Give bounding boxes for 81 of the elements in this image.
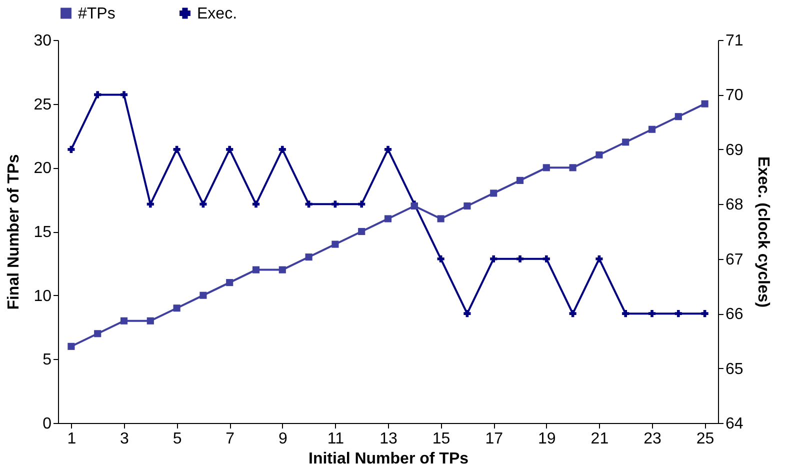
- y2-axis-title: Exec. (clock cycles): [754, 156, 772, 308]
- x-tick-label: 3: [120, 430, 130, 448]
- point: [701, 310, 708, 318]
- point: [622, 310, 630, 318]
- point: [94, 91, 102, 98]
- x-tick-label: 25: [696, 430, 714, 448]
- point: [596, 151, 603, 158]
- y-axis-title: Final Number of TPs: [6, 154, 23, 310]
- point: [200, 292, 207, 299]
- point: [596, 255, 603, 262]
- y2-tick-label: 71: [726, 32, 744, 50]
- y-tick-label: 15: [34, 224, 52, 241]
- point: [305, 253, 312, 261]
- legend-label: Exec.: [197, 5, 238, 22]
- y-tick-label: 5: [42, 352, 52, 369]
- point: [648, 126, 656, 133]
- y-tick-label: 25: [34, 96, 52, 114]
- point: [701, 100, 708, 108]
- x-tick-label: 9: [278, 430, 288, 448]
- point: [200, 200, 207, 208]
- point: [173, 146, 180, 153]
- point: [464, 310, 471, 318]
- point: [490, 190, 498, 197]
- point: [68, 342, 75, 350]
- point: [648, 310, 656, 318]
- point: [252, 266, 260, 274]
- point: [120, 317, 128, 324]
- point: [569, 310, 576, 318]
- y2-tick-label: 66: [726, 306, 744, 324]
- point: [674, 113, 682, 120]
- point: [516, 255, 524, 262]
- point: [226, 279, 234, 286]
- x-axis-title: Initial Number of TPs: [308, 450, 469, 468]
- y2-tick-label: 70: [726, 87, 744, 104]
- point: [674, 310, 682, 318]
- point: [384, 146, 392, 153]
- point: [622, 138, 630, 146]
- x-tick-label: 15: [432, 430, 450, 448]
- y-tick-label: 20: [34, 160, 52, 178]
- point: [542, 164, 550, 172]
- point: [146, 200, 154, 208]
- point: [437, 215, 444, 222]
- point: [146, 317, 154, 324]
- point: [332, 200, 339, 208]
- point: [332, 240, 339, 248]
- point: [569, 164, 576, 172]
- y2-tick-label: 68: [726, 196, 744, 214]
- x-tick-label: 21: [590, 430, 609, 448]
- point: [305, 200, 312, 208]
- y-tick-label: 0: [42, 416, 52, 432]
- point: [94, 330, 102, 338]
- point: [464, 202, 471, 210]
- x-tick-label: 23: [644, 430, 662, 448]
- point: [358, 228, 366, 236]
- x-tick-label: 7: [226, 430, 235, 448]
- y2-tick-label: 67: [726, 251, 744, 268]
- x-tick-label: 1: [67, 430, 76, 448]
- point: [516, 176, 524, 184]
- point: [278, 266, 286, 274]
- point: [120, 91, 128, 98]
- x-tick-label: 5: [172, 430, 182, 448]
- x-tick-label: 11: [327, 430, 344, 448]
- point: [384, 215, 392, 222]
- y2-tick-label: 65: [726, 360, 744, 378]
- point: [358, 200, 366, 208]
- x-tick-label: 17: [485, 430, 504, 448]
- point: [437, 255, 444, 262]
- y2-tick-label: 69: [726, 142, 744, 159]
- legend-label: #TPs: [78, 5, 116, 22]
- point: [278, 146, 286, 153]
- x-tick-label: 13: [380, 430, 398, 448]
- point: [252, 200, 260, 208]
- point: [173, 304, 180, 312]
- y-tick-label: 30: [34, 32, 52, 50]
- point: [542, 255, 550, 262]
- y-tick-label: 10: [34, 288, 52, 305]
- point: [490, 255, 498, 262]
- x-tick-label: 19: [538, 430, 556, 448]
- point: [68, 146, 75, 153]
- point: [226, 146, 234, 153]
- y2-tick-label: 64: [726, 416, 744, 432]
